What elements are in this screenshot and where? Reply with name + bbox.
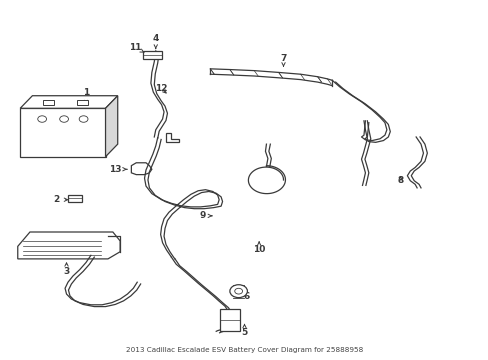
Circle shape: [79, 116, 88, 122]
Circle shape: [38, 116, 46, 122]
Polygon shape: [18, 232, 120, 259]
Text: 8: 8: [397, 176, 403, 185]
Text: 5: 5: [241, 324, 247, 337]
Bar: [20, 108, 105, 157]
Circle shape: [229, 285, 247, 298]
Polygon shape: [20, 96, 118, 108]
Text: 6: 6: [240, 289, 249, 301]
Text: 3: 3: [63, 263, 69, 276]
Bar: [68, 195, 81, 202]
Text: 11: 11: [128, 43, 143, 52]
Circle shape: [60, 116, 68, 122]
Bar: [143, 51, 161, 59]
Polygon shape: [166, 134, 178, 142]
Text: 7: 7: [280, 54, 286, 66]
Polygon shape: [131, 163, 152, 175]
Bar: [220, 309, 239, 330]
Text: 2013 Cadillac Escalade ESV Battery Cover Diagram for 25888958: 2013 Cadillac Escalade ESV Battery Cover…: [125, 347, 363, 353]
Bar: [77, 100, 88, 104]
Text: 9: 9: [200, 211, 211, 220]
Circle shape: [234, 288, 242, 294]
Text: 12: 12: [155, 84, 167, 93]
Text: 2: 2: [54, 195, 67, 204]
Text: 4: 4: [152, 34, 159, 49]
Text: 1: 1: [83, 87, 89, 104]
Text: 10: 10: [252, 242, 265, 255]
Polygon shape: [105, 96, 118, 157]
Bar: [43, 100, 54, 104]
Text: 13: 13: [109, 165, 127, 174]
